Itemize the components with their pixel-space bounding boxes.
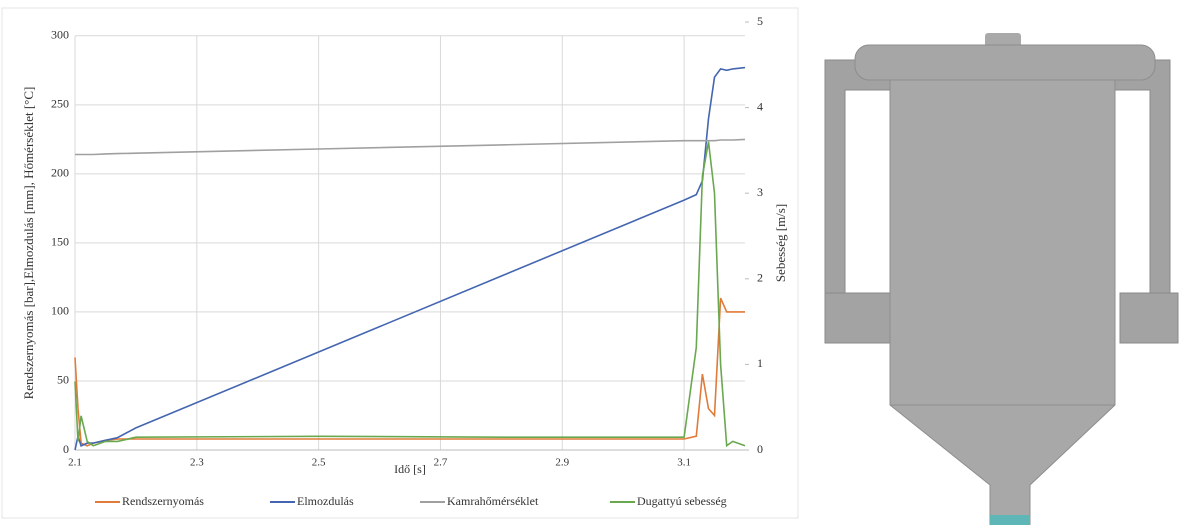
y2-tick-label: 1 bbox=[757, 356, 763, 370]
y2-tick-label: 2 bbox=[757, 271, 763, 285]
page: Idő [s] Rendszernyomás [bar],Elmozdulás … bbox=[0, 0, 1187, 525]
photo-gate bbox=[990, 515, 1030, 525]
x-tick-label: 2.7 bbox=[434, 457, 448, 469]
legend-label: Dugattyú sebesség bbox=[637, 494, 727, 508]
y-tick-label: 100 bbox=[51, 304, 69, 318]
legend-label: Elmozdulás bbox=[297, 494, 354, 508]
y2-tick-label: 5 bbox=[757, 14, 763, 28]
photo bbox=[805, 0, 1187, 525]
y-tick-label: 0 bbox=[63, 442, 69, 456]
x-tick-label: 3.1 bbox=[677, 457, 691, 469]
chart-frame bbox=[2, 8, 798, 518]
y-axis-label: Rendszernyomás [bar],Elmozdulás [mm], Hő… bbox=[21, 87, 36, 400]
x-tick-label: 2.5 bbox=[312, 457, 326, 469]
y-tick-label: 250 bbox=[51, 97, 69, 111]
x-tick-label: 2.3 bbox=[190, 457, 204, 469]
y-tick-label: 50 bbox=[57, 373, 69, 387]
y-tick-label: 300 bbox=[51, 28, 69, 42]
y2-tick-label: 4 bbox=[757, 99, 763, 113]
x-tick-label: 2.9 bbox=[555, 457, 569, 469]
y2-axis-label: Sebesség [m/s] bbox=[773, 204, 788, 282]
x-tick-label: 2.1 bbox=[68, 457, 82, 469]
y-tick-label: 200 bbox=[51, 166, 69, 180]
photo-left-block bbox=[825, 293, 895, 343]
y2-tick-label: 0 bbox=[757, 442, 763, 456]
y2-tick-label: 3 bbox=[757, 185, 763, 199]
legend-label: Kamrahőmérséklet bbox=[447, 494, 539, 508]
photo-right-block bbox=[1120, 293, 1178, 343]
x-axis-label: Idő [s] bbox=[394, 462, 426, 476]
photo-bar bbox=[855, 45, 1155, 80]
y-tick-label: 150 bbox=[51, 235, 69, 249]
legend-label: Rendszernyomás bbox=[122, 494, 204, 508]
